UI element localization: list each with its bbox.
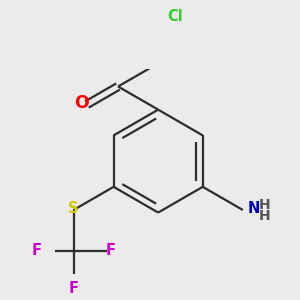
Text: F: F (31, 243, 41, 258)
Text: F: F (106, 243, 116, 258)
Text: O: O (74, 94, 89, 112)
Text: H: H (258, 209, 270, 224)
Text: S: S (68, 201, 79, 216)
Text: Cl: Cl (167, 9, 183, 24)
Text: F: F (68, 280, 79, 296)
Text: H: H (258, 198, 270, 212)
Text: N: N (248, 201, 260, 216)
